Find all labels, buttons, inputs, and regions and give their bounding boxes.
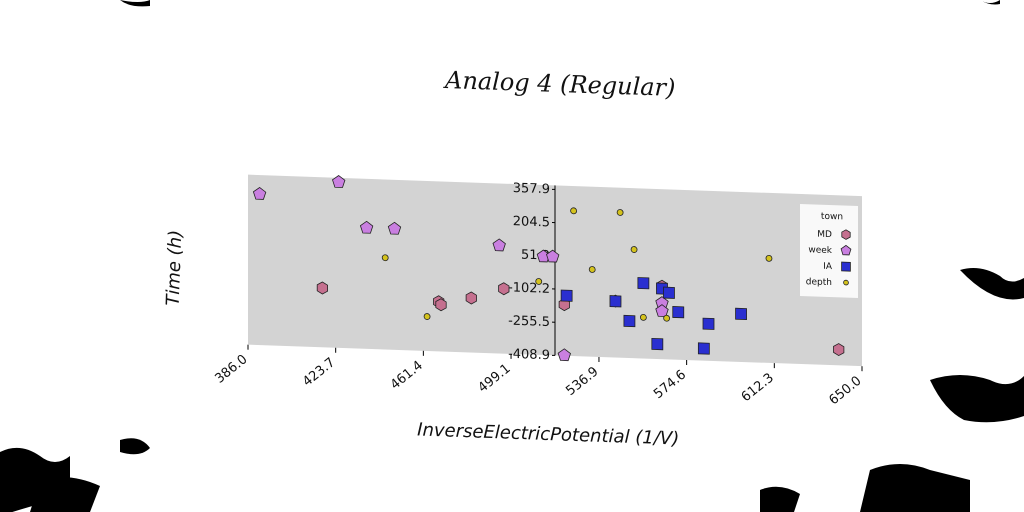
x-tick-label: 461.4 [388, 358, 426, 393]
data-point-week [359, 220, 374, 234]
data-point-ia [735, 307, 747, 321]
y-tick-label: 204.5 [513, 214, 550, 230]
data-point-ia [651, 337, 664, 351]
data-point-depth [765, 254, 773, 262]
legend-label-md: MD [817, 230, 832, 241]
data-point-ia [697, 342, 710, 355]
x-tick-label: 612.3 [739, 370, 777, 405]
data-point-week [387, 221, 402, 235]
y-axis-label: Time (h) [163, 230, 187, 306]
data-point-week [252, 186, 267, 200]
data-point-week [655, 304, 669, 317]
x-tick-label: 386.0 [212, 352, 250, 387]
y-tick-label: -102.2 [508, 280, 550, 296]
data-point-ia [663, 286, 675, 299]
data-points [252, 175, 845, 362]
data-point-depth [570, 207, 578, 215]
data-point-md [435, 298, 447, 312]
data-point-depth [535, 278, 543, 285]
x-tick-label: 423.7 [300, 355, 338, 390]
legend-label-week: week [808, 245, 832, 256]
data-point-ia [672, 306, 685, 319]
legend: town MD week IA depth [800, 204, 858, 299]
x-axis-label: InverseElectricPotential (1/V) [417, 419, 680, 449]
data-point-ia [637, 277, 650, 290]
legend-label-ia: IA [823, 262, 833, 272]
x-tick-label: 499.1 [475, 361, 513, 396]
data-point-week [546, 249, 560, 263]
legend-marker-md [841, 229, 851, 240]
data-point-ia [623, 314, 636, 328]
data-point-week [492, 238, 506, 252]
legend-box [800, 204, 858, 299]
data-point-depth [423, 313, 431, 320]
y-tick-label: 357.9 [513, 181, 550, 197]
data-point-depth [630, 246, 638, 253]
x-tick-label: 536.9 [563, 364, 601, 399]
data-point-week [557, 348, 571, 362]
data-point-depth [381, 254, 389, 262]
legend-title: town [821, 212, 843, 223]
data-point-md [465, 291, 477, 305]
legend-marker-depth [843, 279, 849, 286]
x-tick-label: 650.0 [826, 373, 864, 408]
legend-marker-week [840, 244, 852, 256]
data-point-ia [609, 295, 622, 308]
data-point-md [498, 282, 510, 296]
y-tick-label: -255.5 [508, 314, 550, 330]
legend-label-depth: depth [806, 277, 832, 288]
data-point-ia [702, 317, 715, 330]
data-point-depth [588, 266, 596, 273]
data-point-depth [663, 314, 671, 322]
chart-title: Analog 4 (Regular) [443, 66, 676, 102]
data-point-md [558, 298, 570, 312]
data-point-depth [616, 209, 624, 216]
x-tick-label: 574.6 [651, 367, 689, 402]
y-tick-label: -408.9 [508, 347, 550, 363]
data-point-ia [560, 289, 573, 302]
legend-marker-ia [841, 261, 851, 272]
data-point-md [833, 343, 845, 357]
data-point-week [332, 175, 346, 188]
data-point-depth [639, 314, 647, 321]
data-point-md [316, 281, 329, 295]
